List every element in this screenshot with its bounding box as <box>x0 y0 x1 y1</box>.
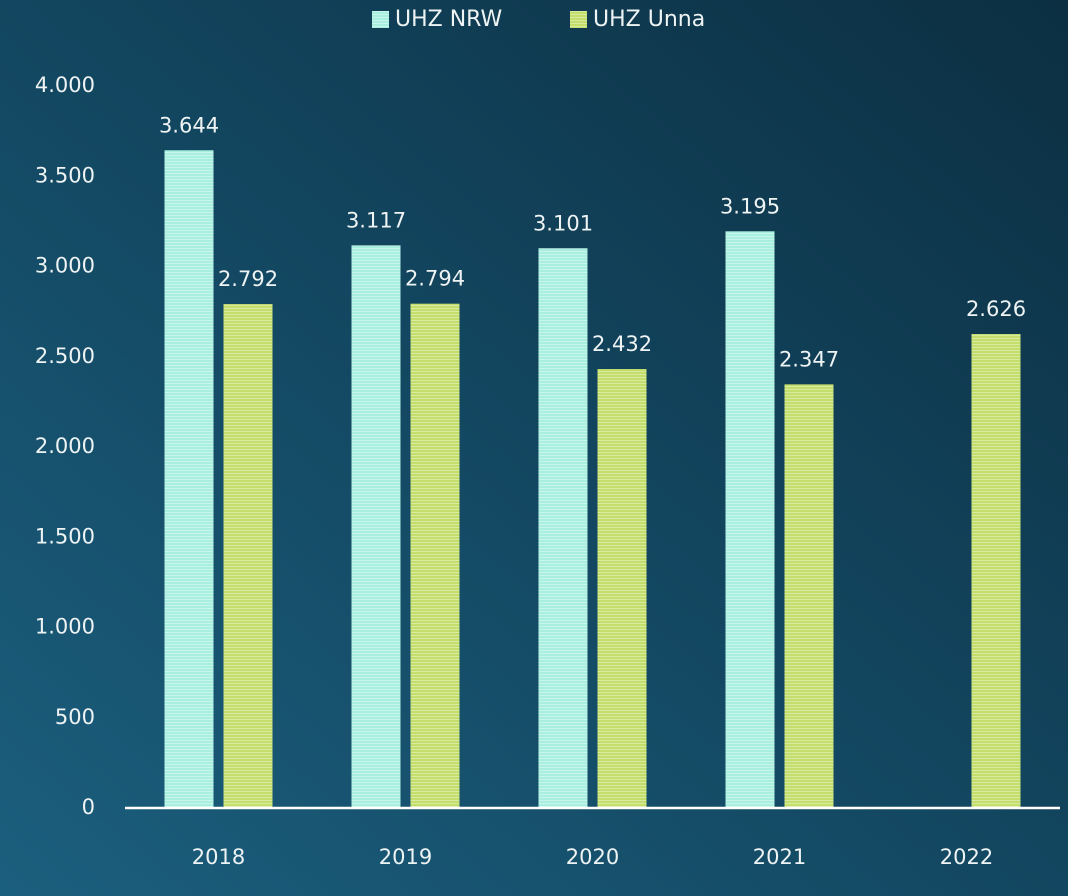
y-tick-label: 500 <box>55 705 95 729</box>
y-tick-label: 1.000 <box>35 615 95 639</box>
bar <box>351 245 401 809</box>
value-label: 3.117 <box>346 208 406 232</box>
value-label: 2.347 <box>779 347 839 371</box>
bar <box>410 303 460 808</box>
bar <box>223 304 273 808</box>
bar <box>597 369 647 808</box>
value-label: 2.792 <box>218 267 278 291</box>
bar <box>164 150 214 808</box>
y-tick-label: 2.500 <box>35 344 95 368</box>
value-label: 3.195 <box>720 194 780 218</box>
value-label: 3.101 <box>533 211 593 235</box>
x-tick-label: 2018 <box>192 845 245 869</box>
value-label: 2.626 <box>966 297 1026 321</box>
legend-swatch <box>372 11 389 28</box>
bar <box>971 334 1021 808</box>
legend-swatch <box>570 11 587 28</box>
value-label: 2.794 <box>405 267 465 291</box>
x-tick-label: 2020 <box>566 845 619 869</box>
value-label: 2.432 <box>592 332 652 356</box>
bar <box>538 248 588 808</box>
bar <box>725 231 775 809</box>
y-tick-label: 4.000 <box>35 73 95 97</box>
y-tick-label: 2.000 <box>35 434 95 458</box>
x-tick-label: 2019 <box>379 845 432 869</box>
y-tick-label: 0 <box>82 795 95 819</box>
value-label: 3.644 <box>159 113 219 137</box>
bar <box>784 384 834 808</box>
x-tick-label: 2022 <box>940 845 993 869</box>
legend-label: UHZ Unna <box>593 7 705 32</box>
legend-label: UHZ NRW <box>395 7 503 32</box>
y-tick-label: 3.500 <box>35 163 95 187</box>
y-tick-label: 1.500 <box>35 524 95 548</box>
y-tick-label: 3.000 <box>35 254 95 278</box>
x-tick-label: 2021 <box>753 845 806 869</box>
